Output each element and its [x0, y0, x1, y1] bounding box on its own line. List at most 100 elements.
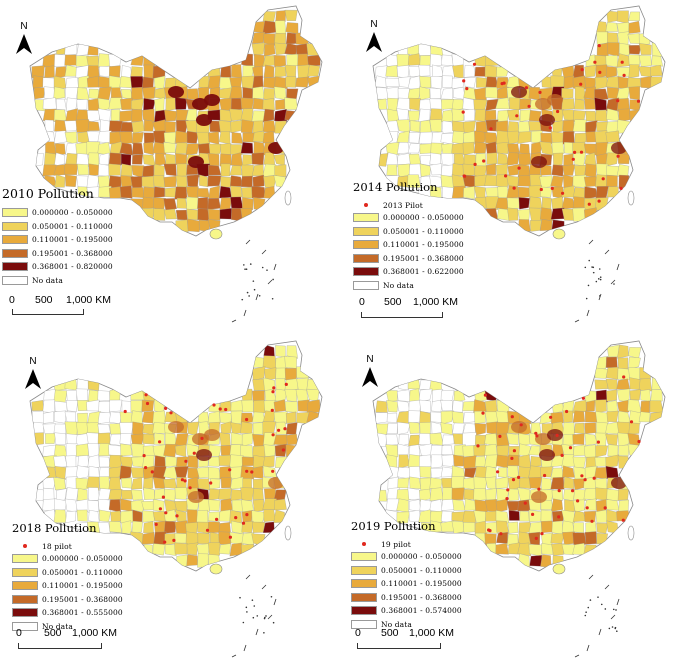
prefecture-region	[617, 344, 629, 359]
taiwan-island	[627, 190, 635, 206]
prefecture-region	[564, 499, 575, 513]
prefecture-region	[606, 400, 618, 413]
prefecture-region	[540, 466, 553, 478]
prefecture-region	[132, 142, 144, 155]
island-dot	[252, 280, 255, 282]
pilot-city-point	[597, 44, 601, 48]
prefecture-region	[407, 87, 422, 100]
pilot-city-point	[519, 423, 523, 427]
class-1-label: 0.000000 - 0.050000	[42, 554, 123, 564]
prefecture-region	[605, 356, 618, 369]
prefecture-region	[229, 165, 242, 176]
prefecture-region	[131, 98, 145, 111]
prefecture-region	[163, 478, 177, 489]
prefecture-region	[130, 400, 144, 413]
prefecture-region	[88, 389, 101, 403]
island-dot	[265, 615, 267, 617]
prefecture-region	[572, 499, 585, 513]
prefecture-region	[54, 174, 66, 188]
boundary-dash	[588, 574, 594, 580]
prefecture-region	[197, 478, 210, 491]
prefecture-region	[617, 357, 629, 370]
prefecture-region	[54, 466, 68, 480]
prefecture-region	[142, 186, 156, 199]
legend-nodata: No data	[2, 274, 113, 288]
class-5-label: 0.368001 - 0.574000	[381, 606, 462, 616]
prefecture-region	[541, 520, 553, 533]
prefecture-region	[451, 130, 465, 145]
prefecture-region	[627, 77, 642, 88]
north-arrow-icon	[25, 369, 41, 389]
prefecture-region	[451, 142, 465, 154]
boundary-dash	[616, 263, 620, 271]
prefecture-region	[540, 554, 552, 568]
legend-class-1: 0.000000 - 0.050000	[351, 550, 462, 564]
prefecture-region	[475, 435, 486, 445]
prefecture-region	[595, 445, 608, 458]
pilot-city-point	[161, 495, 165, 499]
prefecture-region	[230, 144, 243, 156]
scale-line	[357, 643, 441, 649]
prefecture-region	[617, 153, 630, 165]
prefecture-region	[252, 422, 265, 435]
prefecture-region	[121, 520, 132, 534]
prefecture-region	[141, 76, 154, 89]
prefecture-region	[286, 433, 298, 446]
prefecture-region	[165, 456, 177, 468]
prefecture-region	[97, 522, 111, 534]
prefecture-region	[251, 42, 266, 57]
prefecture-region	[440, 389, 455, 403]
prefecture-region	[174, 186, 188, 200]
island-dot	[244, 268, 246, 270]
prefecture-region	[485, 488, 497, 501]
prefecture-region	[595, 487, 609, 501]
island-dot	[595, 280, 598, 283]
prefecture-region	[396, 467, 411, 480]
prefecture-region	[152, 477, 165, 489]
pilot-city-point	[511, 478, 516, 482]
legend-class-4: 0.195001 - 0.368000	[12, 593, 123, 607]
prefecture-region	[284, 110, 298, 121]
legend-class-4: 0.195001 - 0.368000	[2, 247, 113, 261]
prefecture-region	[163, 175, 177, 188]
prefecture-region	[185, 522, 199, 534]
pilot-city-point	[483, 393, 487, 397]
prefecture-region	[75, 443, 89, 457]
prefecture-region	[540, 186, 553, 198]
prefecture-region	[397, 142, 410, 154]
prefecture-region	[154, 455, 166, 468]
prefecture-region	[251, 186, 266, 199]
prefecture-region	[517, 186, 531, 199]
prefecture-region	[572, 410, 585, 423]
prefecture-region	[517, 175, 532, 187]
prefecture-region	[54, 498, 67, 512]
legend-title: 2010 Pollution	[2, 186, 94, 201]
prefecture-region	[152, 466, 167, 480]
pilot-city-point	[271, 469, 275, 473]
prefecture-region	[54, 152, 65, 167]
prefecture-region	[386, 120, 399, 134]
pilot-city-point	[538, 90, 542, 94]
pilot-city-point	[580, 68, 584, 72]
pilot-city-point	[548, 126, 552, 130]
prefecture-region	[408, 421, 420, 434]
prefecture-region	[441, 499, 455, 511]
prefecture-region	[295, 31, 310, 46]
prefecture-region	[64, 120, 79, 132]
island-dot	[243, 264, 245, 266]
prefecture-region	[273, 411, 288, 425]
pilot-city-point	[496, 470, 500, 474]
prefecture-region	[463, 186, 475, 200]
prefecture-region	[86, 186, 101, 200]
island-dot	[611, 626, 614, 628]
class-1-label: 0.000000 - 0.050000	[381, 552, 462, 562]
prefecture-region	[241, 399, 254, 413]
prefecture-region	[561, 544, 576, 555]
prefecture-region	[273, 55, 286, 68]
prefecture-region	[284, 97, 298, 110]
prefecture-region	[617, 488, 629, 501]
prefecture-region	[574, 165, 587, 177]
prefecture-region	[407, 379, 421, 390]
pollution-hotspot	[196, 449, 212, 461]
prefecture-region	[594, 467, 609, 479]
